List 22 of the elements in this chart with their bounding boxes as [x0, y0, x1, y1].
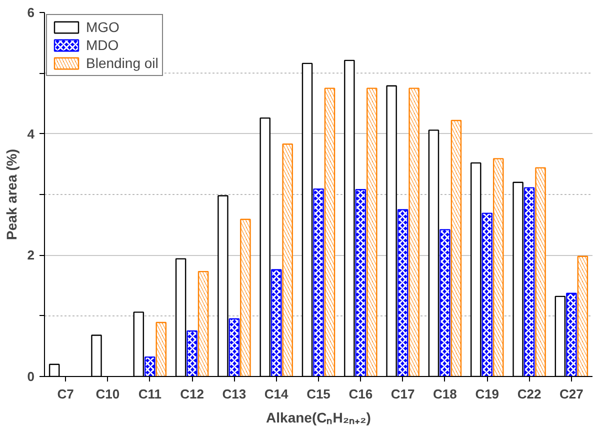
x-tick-label: C22	[517, 386, 542, 402]
x-tick-label: C19	[475, 386, 500, 402]
y-axis-title: Peak area (%)	[3, 148, 20, 240]
x-tick-label: C27	[560, 386, 584, 402]
x-tick-label: C17	[390, 386, 415, 402]
x-tick-label: C16	[348, 386, 373, 402]
x-tick-label: C11	[138, 386, 162, 402]
x-tick-label: C10	[96, 386, 120, 402]
legend-label: MDO	[86, 37, 119, 53]
y-tick-label: 4	[27, 126, 36, 142]
x-tick-label: C12	[180, 386, 204, 402]
x-tick-label: C15	[306, 386, 330, 402]
x-tick-label: C14	[264, 386, 290, 402]
x-tick-label: C18	[433, 386, 457, 402]
x-tick-label: C13	[222, 386, 246, 402]
x-axis-title: Alkane(CₙH₂ₙ₊₂)	[266, 410, 371, 426]
legend-label: MGO	[86, 19, 120, 35]
legend-label: Blending oil	[86, 55, 158, 71]
y-tick-label: 0	[27, 369, 35, 384]
y-tick-label: 2	[27, 248, 35, 263]
y-tick-label: 6	[27, 5, 35, 20]
x-tick-label: C7	[57, 386, 74, 402]
